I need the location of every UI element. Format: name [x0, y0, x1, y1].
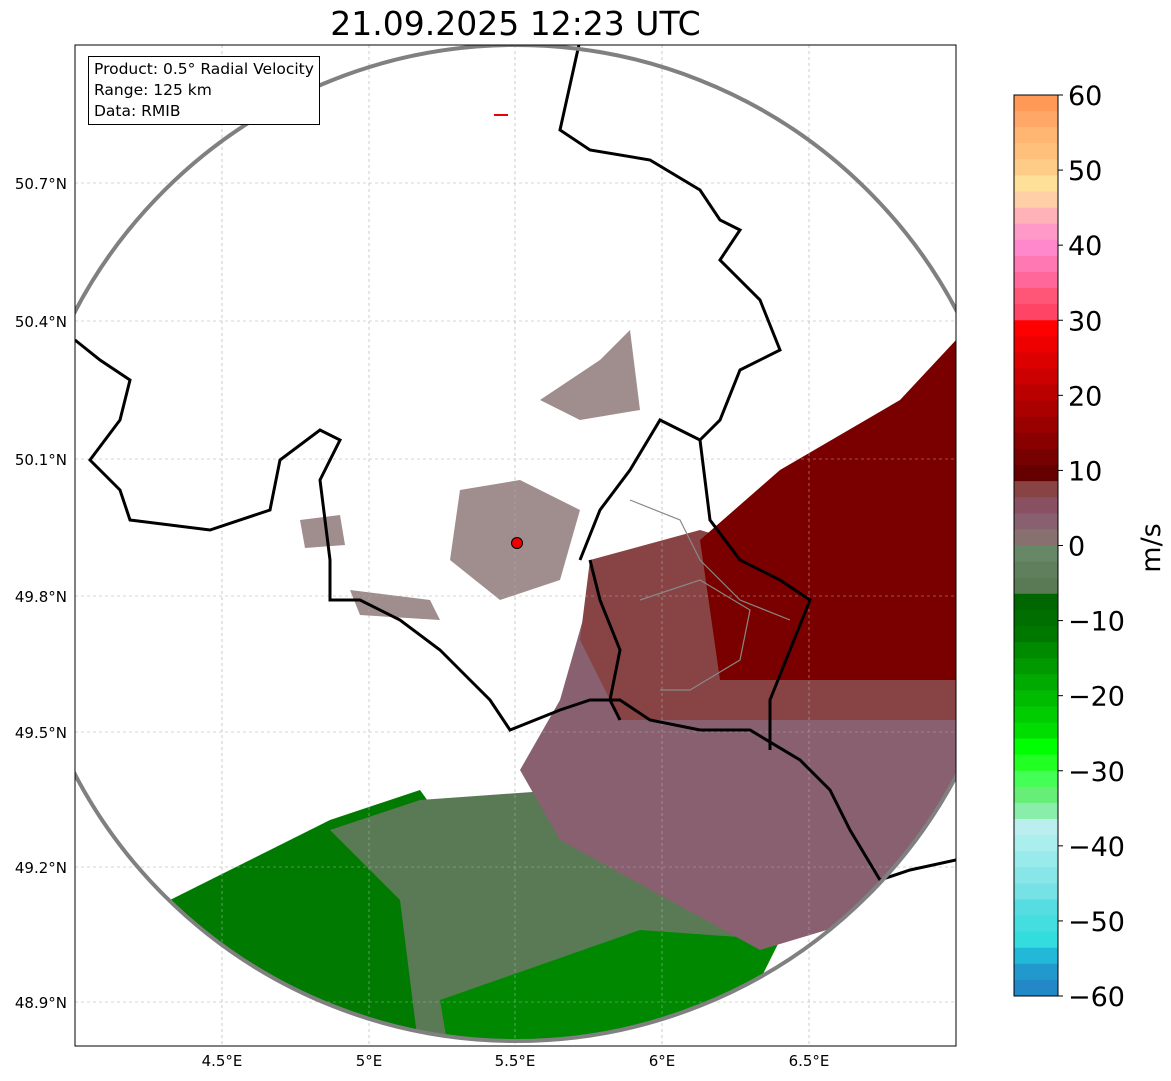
colorbar-band: [1014, 239, 1058, 257]
colorbar-band: [1014, 802, 1058, 820]
colorbar-band: [1014, 947, 1058, 965]
colorbar-band: [1014, 786, 1058, 804]
colorbar-band: [1014, 609, 1058, 627]
district-borders: [629, 499, 791, 691]
colorbar-tick-label: 0: [1068, 532, 1085, 563]
map-frame: [74, 44, 957, 1047]
colorbar-band: [1014, 931, 1058, 949]
country-borders: [75, 45, 956, 882]
colorbar-tick-label: −30: [1068, 757, 1125, 788]
lat-tick: 50.7°N: [15, 175, 67, 193]
radar-site-marker[interactable]: [511, 537, 523, 549]
colorbar-band: [1014, 416, 1058, 434]
colorbar-tick-label: 40: [1068, 231, 1102, 262]
colorbar-band: [1014, 304, 1058, 321]
colorbar-band: [1014, 207, 1058, 225]
colorbar-band: [1014, 384, 1058, 402]
colorbar-band: [1014, 127, 1058, 144]
colorbar-tick-label: 50: [1068, 156, 1102, 187]
colorbar-band: [1014, 271, 1058, 289]
map-title: 21.09.2025 12:23 UTC: [330, 4, 701, 43]
info-box: Product: 0.5° Radial Velocity Range: 125…: [88, 56, 320, 125]
lat-tick: 50.1°N: [15, 451, 67, 469]
colorbar-band: [1014, 143, 1058, 160]
colorbar-band: [1014, 738, 1058, 756]
colorbar-tick-label: −20: [1068, 682, 1125, 713]
lon-tick: 6.5°E: [789, 1052, 830, 1070]
colorbar-band: [1014, 545, 1058, 563]
lat-tick: 50.4°N: [15, 313, 67, 331]
colorbar-band: [1014, 529, 1058, 546]
colorbar-band: [1014, 400, 1058, 418]
colorbar-band: [1014, 642, 1058, 659]
data-source-text: Data: RMIB: [94, 102, 181, 120]
lon-tick: 5.5°E: [495, 1052, 536, 1070]
colorbar-band: [1014, 561, 1058, 579]
colorbar-band: [1014, 851, 1058, 868]
lon-tick: 5°E: [356, 1052, 383, 1070]
colorbar-band: [1014, 255, 1058, 273]
colorbar-band: [1014, 754, 1058, 772]
colorbar-band: [1014, 111, 1058, 128]
lat-tick: 49.5°N: [15, 724, 67, 742]
colorbar-tick-label: 30: [1068, 306, 1102, 337]
range-ring: [75, 45, 956, 1043]
colorbar-tick-label: −50: [1068, 907, 1125, 938]
colorbar-band: [1014, 899, 1058, 917]
colorbar-band: [1014, 819, 1058, 836]
colorbar-band: [1014, 465, 1058, 482]
colorbar-band: [1014, 497, 1058, 514]
colorbar-band: [1014, 883, 1058, 900]
colorbar-band: [1014, 963, 1058, 981]
colorbar-band: [1014, 432, 1058, 450]
colorbar-band: [1014, 513, 1058, 530]
colorbar-band: [1014, 368, 1058, 386]
colorbar-label: m/s: [1136, 523, 1167, 572]
colorbar-band: [1014, 674, 1058, 691]
colorbar: 60 50 40 30 20 10 0 −10 −20 −30 −40 −50 −60: [1013, 81, 1125, 1013]
gridlines: [75, 45, 956, 1046]
velocity-field: [170, 330, 956, 1041]
colorbar-band: [1014, 979, 1058, 997]
colorbar-band: [1014, 658, 1058, 675]
colorbar-tick-label: −10: [1068, 607, 1125, 638]
lon-tick: 4.5°E: [202, 1052, 243, 1070]
colorbar-band: [1014, 770, 1058, 788]
colorbar-band: [1014, 223, 1058, 241]
colorbar-tick-label: 20: [1068, 381, 1102, 412]
colorbar-tick-label: −40: [1068, 832, 1125, 863]
colorbar-band: [1014, 336, 1058, 353]
lon-tick: 6°E: [649, 1052, 676, 1070]
colorbar-band: [1014, 867, 1058, 884]
lat-tick: 49.8°N: [15, 588, 67, 606]
colorbar-band: [1014, 706, 1058, 723]
range-text: Range: 125 km: [94, 81, 212, 99]
colorbar-tick-label: 60: [1068, 81, 1102, 112]
colorbar-tick-label: −60: [1068, 982, 1125, 1013]
colorbar-band: [1014, 593, 1058, 611]
colorbar-band: [1014, 448, 1058, 466]
product-text: Product: 0.5° Radial Velocity: [94, 60, 314, 78]
colorbar-band: [1014, 625, 1058, 643]
colorbar-band: [1014, 722, 1058, 740]
colorbar-tick-label: 10: [1068, 456, 1102, 487]
colorbar-band: [1014, 915, 1058, 933]
lat-tick: 48.9°N: [15, 994, 67, 1012]
colorbar-band: [1014, 352, 1058, 370]
colorbar-band: [1014, 835, 1058, 852]
colorbar-band: [1014, 481, 1058, 498]
colorbar-band: [1014, 320, 1058, 337]
colorbar-band: [1014, 159, 1058, 176]
lat-tick: 49.2°N: [15, 859, 67, 877]
colorbar-band: [1014, 577, 1058, 595]
colorbar-band: [1014, 288, 1058, 305]
colorbar-band: [1014, 191, 1058, 209]
colorbar-band: [1014, 175, 1058, 193]
colorbar-band: [1014, 95, 1058, 112]
colorbar-band: [1014, 690, 1058, 707]
